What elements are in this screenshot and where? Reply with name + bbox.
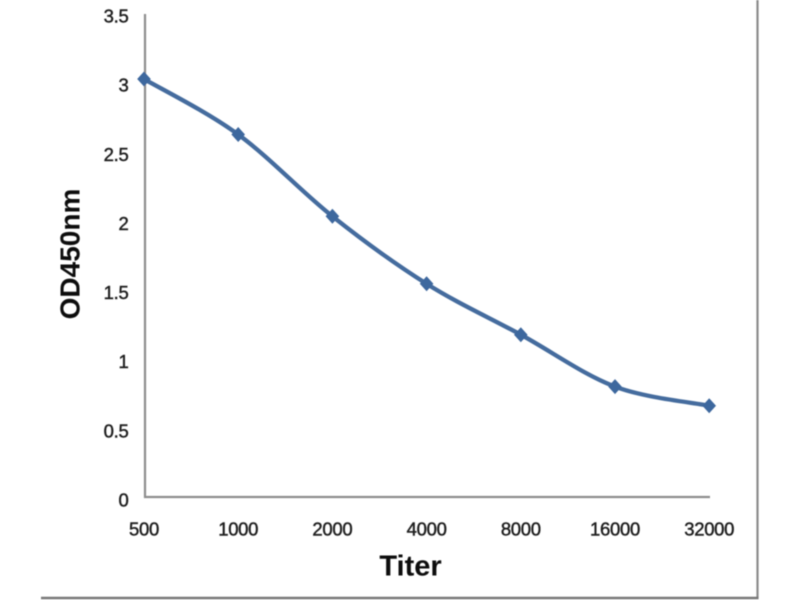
svg-text:3.5: 3.5: [104, 6, 129, 27]
svg-text:2.5: 2.5: [104, 144, 129, 165]
svg-text:16000: 16000: [590, 519, 640, 540]
svg-text:8000: 8000: [501, 519, 541, 540]
svg-text:0.5: 0.5: [104, 420, 129, 441]
svg-text:Titer: Titer: [379, 551, 441, 583]
svg-text:1: 1: [119, 351, 129, 372]
svg-text:1.5: 1.5: [104, 282, 129, 303]
svg-text:2000: 2000: [312, 519, 352, 540]
svg-text:0: 0: [119, 490, 129, 511]
svg-text:OD450nm: OD450nm: [55, 189, 86, 320]
svg-text:500: 500: [129, 519, 159, 540]
svg-text:2: 2: [119, 213, 129, 234]
svg-text:3: 3: [119, 75, 129, 96]
svg-text:32000: 32000: [684, 519, 734, 540]
svg-text:4000: 4000: [407, 519, 447, 540]
svg-text:1000: 1000: [218, 519, 258, 540]
